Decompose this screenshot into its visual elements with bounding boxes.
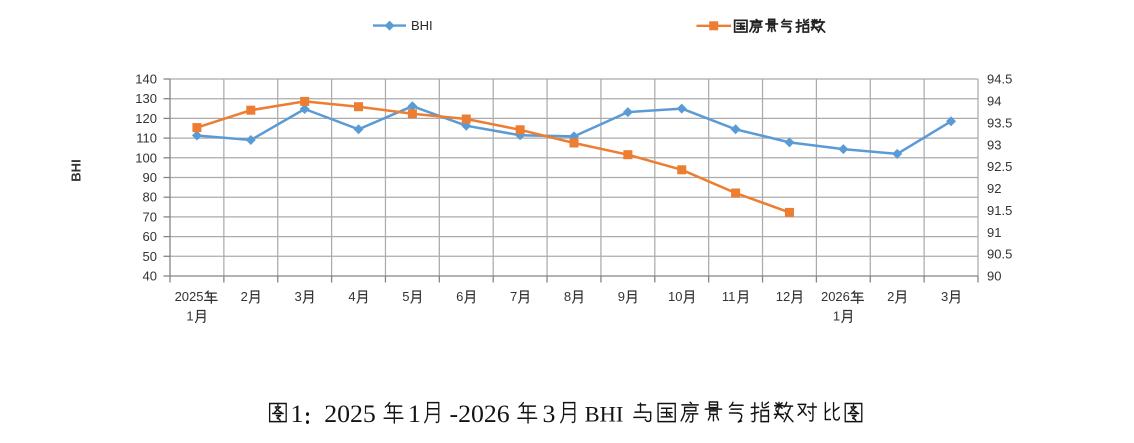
svg-text:140: 140 bbox=[135, 72, 157, 87]
svg-text:5: 5 bbox=[402, 289, 409, 304]
svg-text:94: 94 bbox=[987, 93, 1001, 108]
svg-text:4: 4 bbox=[348, 289, 355, 304]
svg-text:90: 90 bbox=[143, 170, 157, 185]
svg-text:1: 1 bbox=[833, 309, 840, 324]
svg-text:2025: 2025 bbox=[175, 289, 204, 304]
svg-text:2026: 2026 bbox=[821, 289, 850, 304]
svg-text:6: 6 bbox=[456, 289, 463, 304]
svg-text:1: 1 bbox=[186, 309, 193, 324]
svg-text:11: 11 bbox=[722, 289, 736, 304]
svg-text:3: 3 bbox=[941, 289, 948, 304]
svg-text:92.5: 92.5 bbox=[987, 159, 1012, 174]
svg-text:1: 1 bbox=[291, 399, 304, 428]
svg-text:93.5: 93.5 bbox=[987, 115, 1012, 130]
svg-text:130: 130 bbox=[135, 91, 157, 106]
svg-text:9: 9 bbox=[618, 289, 625, 304]
svg-text:7: 7 bbox=[510, 289, 517, 304]
svg-text:91: 91 bbox=[987, 225, 1001, 240]
svg-text:BHI: BHI bbox=[411, 18, 433, 33]
svg-text:120: 120 bbox=[135, 111, 157, 126]
svg-text:10: 10 bbox=[668, 289, 682, 304]
svg-text:94.5: 94.5 bbox=[987, 72, 1012, 87]
svg-text:1: 1 bbox=[408, 399, 421, 428]
svg-text:110: 110 bbox=[136, 131, 157, 146]
svg-text:60: 60 bbox=[143, 229, 157, 244]
svg-text:91.5: 91.5 bbox=[987, 203, 1012, 218]
svg-text:-2026: -2026 bbox=[450, 399, 510, 428]
svg-text:3: 3 bbox=[295, 289, 302, 304]
svg-text:BHI: BHI bbox=[585, 402, 624, 427]
svg-text:80: 80 bbox=[143, 190, 157, 205]
svg-text:50: 50 bbox=[143, 249, 157, 264]
svg-text:93: 93 bbox=[987, 137, 1001, 152]
svg-text:2025: 2025 bbox=[324, 399, 376, 428]
svg-text:90.5: 90.5 bbox=[987, 247, 1012, 262]
svg-text:92: 92 bbox=[987, 181, 1001, 196]
svg-text:12: 12 bbox=[776, 289, 790, 304]
svg-text:2: 2 bbox=[241, 289, 248, 304]
svg-text:2: 2 bbox=[887, 289, 894, 304]
svg-text:40: 40 bbox=[143, 269, 157, 284]
svg-text:90: 90 bbox=[987, 269, 1001, 284]
svg-text:70: 70 bbox=[143, 209, 157, 224]
svg-text:8: 8 bbox=[564, 289, 571, 304]
svg-text:BHI: BHI bbox=[69, 159, 84, 181]
svg-text:100: 100 bbox=[135, 150, 157, 165]
svg-text:3: 3 bbox=[542, 399, 555, 428]
